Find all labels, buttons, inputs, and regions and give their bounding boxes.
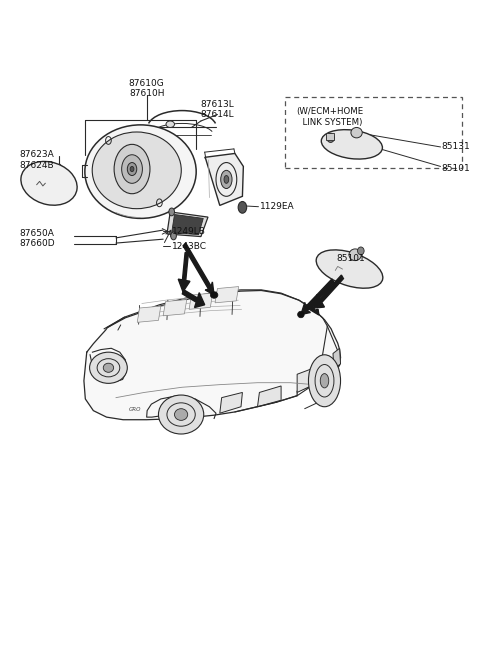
Ellipse shape (309, 355, 340, 407)
Text: 1249LB: 1249LB (172, 227, 205, 236)
Bar (326, 133, 335, 140)
Text: 85101: 85101 (336, 253, 365, 263)
Polygon shape (215, 287, 239, 303)
Polygon shape (220, 392, 242, 413)
Ellipse shape (85, 125, 196, 218)
Ellipse shape (130, 166, 134, 172)
Ellipse shape (298, 311, 304, 318)
Ellipse shape (224, 176, 229, 183)
Text: 85101: 85101 (442, 164, 470, 173)
Ellipse shape (121, 155, 143, 183)
Text: 87613L
87614L: 87613L 87614L (201, 100, 234, 119)
Ellipse shape (90, 352, 127, 383)
FancyArrow shape (301, 279, 334, 314)
Text: 87610G
87610H: 87610G 87610H (129, 79, 165, 98)
Ellipse shape (92, 132, 181, 209)
Ellipse shape (175, 409, 188, 421)
Ellipse shape (351, 128, 362, 138)
FancyArrow shape (178, 253, 190, 291)
Ellipse shape (114, 144, 150, 194)
Ellipse shape (221, 170, 232, 189)
Polygon shape (189, 293, 213, 309)
Polygon shape (172, 214, 203, 234)
Text: (W/ECM+HOME
  LINK SYSTEM): (W/ECM+HOME LINK SYSTEM) (297, 107, 364, 127)
Polygon shape (297, 366, 318, 392)
Ellipse shape (358, 247, 364, 255)
Polygon shape (257, 386, 281, 407)
Ellipse shape (103, 364, 114, 372)
Ellipse shape (238, 202, 247, 213)
Text: 1243BC: 1243BC (172, 242, 207, 251)
Ellipse shape (166, 121, 175, 128)
FancyArrow shape (183, 243, 214, 295)
Bar (285, 97, 462, 168)
Polygon shape (163, 299, 187, 316)
Text: 87623A
87624B: 87623A 87624B (19, 150, 54, 170)
Ellipse shape (316, 250, 383, 288)
Ellipse shape (158, 395, 204, 434)
Ellipse shape (21, 161, 77, 205)
Ellipse shape (327, 134, 335, 142)
Ellipse shape (171, 232, 176, 240)
Polygon shape (167, 212, 208, 236)
Text: 1129EA: 1129EA (260, 202, 295, 211)
Text: 85131: 85131 (442, 142, 470, 151)
Polygon shape (333, 348, 340, 369)
Polygon shape (137, 306, 161, 322)
Ellipse shape (349, 249, 361, 261)
FancyArrow shape (310, 299, 319, 315)
Ellipse shape (320, 373, 329, 388)
FancyArrow shape (182, 290, 204, 308)
Polygon shape (84, 290, 340, 420)
Text: GRO: GRO (129, 407, 141, 412)
Polygon shape (204, 153, 243, 206)
Ellipse shape (169, 208, 175, 215)
Ellipse shape (321, 130, 383, 159)
Text: 87650A
87660D: 87650A 87660D (19, 229, 55, 248)
Ellipse shape (210, 291, 218, 298)
Ellipse shape (127, 162, 137, 176)
FancyArrow shape (314, 275, 344, 308)
